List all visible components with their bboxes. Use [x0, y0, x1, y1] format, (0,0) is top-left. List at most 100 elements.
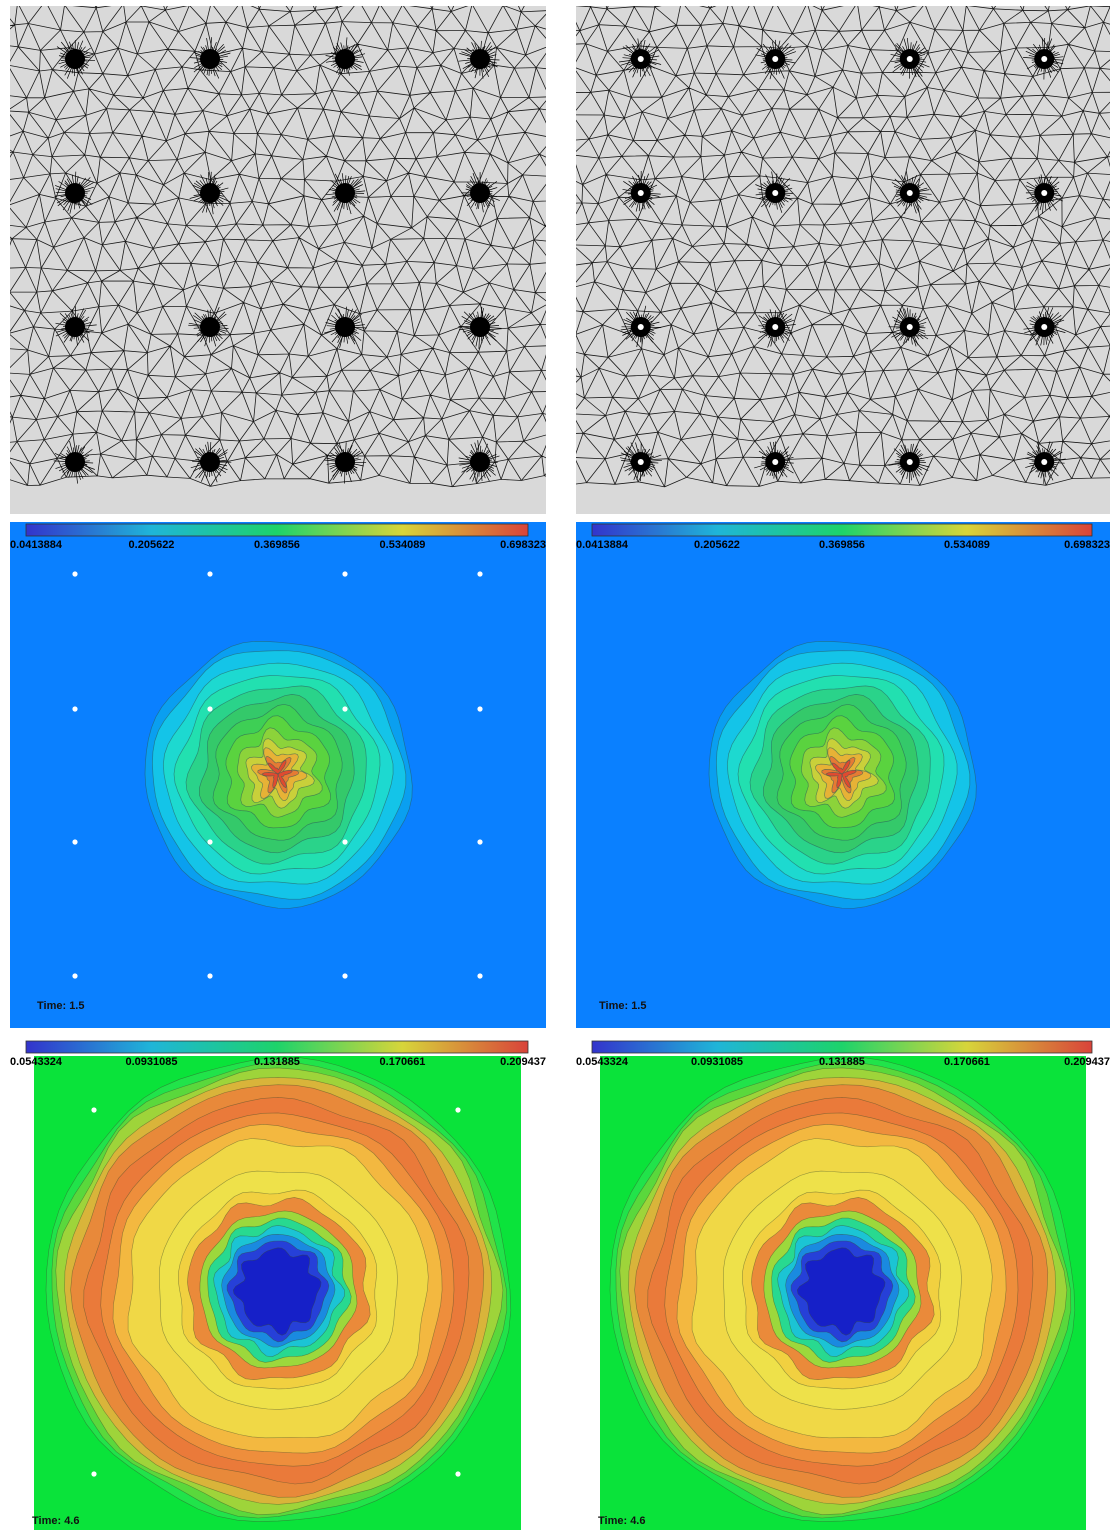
obstacle-refinement [622, 170, 661, 212]
obstacle-dot [477, 973, 483, 979]
obstacle-refinement [190, 37, 231, 79]
obstacle-dot [477, 571, 483, 577]
mesh-panel-right [576, 6, 1110, 514]
contour-field [45, 1056, 512, 1522]
time-label: Time: 1.5 [599, 1000, 647, 1012]
colorbar-gradient [25, 1040, 529, 1054]
colorbar: 0.0543324 0.0931085 0.131885 0.170661 0.2094… [10, 1040, 546, 1068]
obstacle-dot [72, 571, 78, 577]
colorbar-tick-label: 0.698323 [1064, 539, 1110, 551]
contour-field [708, 640, 977, 909]
colorbar-tick-label: 0.534089 [944, 539, 990, 551]
obstacle-dot [342, 839, 348, 845]
colorbar-tick-label: 0.131885 [819, 1056, 865, 1068]
colorbar-tick-label: 0.205622 [129, 539, 175, 551]
contour-band [261, 759, 293, 789]
obstacle-refinement [888, 443, 930, 484]
obstacle-refinement [755, 39, 797, 80]
obstacle-refinement [1025, 174, 1063, 214]
obstacle-refinement [1023, 37, 1064, 80]
contour-band [796, 1247, 886, 1336]
colorbar-tick-label: 0.205622 [694, 539, 740, 551]
colorbar-tick-label: 0.0543324 [10, 1056, 63, 1068]
obstacle-refinement [324, 306, 367, 348]
obstacle-refinement [620, 305, 662, 348]
colorbar-gradient [591, 1040, 1093, 1054]
obstacle-dot [455, 1107, 461, 1113]
colorbar-tick-label: 0.170661 [944, 1056, 990, 1068]
obstacle-refinement [754, 441, 794, 481]
obstacle-dot [342, 706, 348, 712]
obstacle-markers [72, 571, 483, 979]
colorbar-tick-label: 0.0413884 [10, 539, 63, 551]
colorbar-tick-label: 0.209437 [500, 1056, 546, 1068]
colorbar-tick-label: 0.0413884 [576, 539, 629, 551]
colorbar-tick-label: 0.131885 [254, 1056, 300, 1068]
obstacle-refinement [758, 309, 796, 348]
time-label: Time: 1.5 [37, 1000, 85, 1012]
obstacle-refinement [890, 37, 930, 79]
colorbar-tick-label: 0.369856 [254, 539, 300, 551]
obstacle-refinement [755, 171, 793, 213]
obstacle-dot [207, 571, 213, 577]
obstacle-markers [91, 1107, 461, 1477]
obstacle-refinement [888, 307, 929, 347]
field-panel-t1-right: 0.0413884 0.205622 0.369856 0.534089 0.69832… [576, 522, 1110, 1028]
obstacle-refinement [458, 40, 500, 79]
mesh-background [576, 6, 1110, 514]
colorbar-gradient [591, 523, 1093, 537]
obstacle-dot [207, 973, 213, 979]
field-panel-t2-left: 0.0543324 0.0931085 0.131885 0.170661 0.2094… [10, 1038, 546, 1530]
obstacle-refinement [54, 171, 94, 214]
obstacle-refinement [56, 40, 96, 79]
obstacle-dot [72, 973, 78, 979]
obstacle-dot [91, 1471, 97, 1477]
obstacle-dot [477, 706, 483, 712]
colorbar-tick-label: 0.0931085 [691, 1056, 743, 1068]
mesh-plot [576, 6, 1110, 514]
colorbar-tick-label: 0.209437 [1064, 1056, 1110, 1068]
colorbar: 0.0543324 0.0931085 0.131885 0.170661 0.2094… [576, 1040, 1110, 1068]
obstacle-refinement [189, 171, 231, 215]
obstacle-refinement [1025, 441, 1066, 484]
colorbar-gradient [25, 523, 529, 537]
obstacle-refinement [324, 442, 367, 484]
obstacle-dot [72, 839, 78, 845]
contour-band [232, 1247, 322, 1336]
obstacle-refinement [891, 171, 932, 214]
colorbar-tick-label: 0.0543324 [576, 1056, 629, 1068]
time-label: Time: 4.6 [32, 1515, 80, 1527]
obstacle-dot [91, 1107, 97, 1113]
obstacle-dot [455, 1471, 461, 1477]
obstacle-refinement [618, 38, 662, 78]
field-panel-t2-right: 0.0543324 0.0931085 0.131885 0.170661 0.2094… [576, 1038, 1110, 1530]
obstacle-refinement [53, 440, 95, 484]
mesh-edges [10, 6, 546, 488]
field-panel-t1-left: 0.0413884 0.205622 0.369856 0.534089 0.69832… [10, 522, 546, 1028]
colorbar-tick-label: 0.698323 [500, 539, 546, 551]
time-label: Time: 4.6 [598, 1515, 646, 1527]
obstacle-dot [342, 973, 348, 979]
obstacle-refinement [620, 442, 662, 482]
obstacle-dot [342, 571, 348, 577]
colorbar: 0.0413884 0.205622 0.369856 0.534089 0.69832… [576, 523, 1110, 551]
obstacle-dot [207, 839, 213, 845]
obstacle-refinement [458, 440, 500, 482]
obstacle-refinement [325, 37, 366, 76]
obstacle-refinement [188, 307, 229, 347]
obstacle-dot [477, 839, 483, 845]
obstacle-refinement [458, 306, 502, 349]
obstacle-dot [72, 706, 78, 712]
obstacle-refinement [1023, 307, 1066, 346]
colorbar-tick-label: 0.369856 [819, 539, 865, 551]
colorbar: 0.0413884 0.205622 0.369856 0.534089 0.69832… [10, 523, 546, 551]
contour-field [609, 1056, 1076, 1522]
contour-band [825, 759, 857, 789]
colorbar-tick-label: 0.0931085 [126, 1056, 178, 1068]
colorbar-tick-label: 0.534089 [380, 539, 426, 551]
obstacle-refinement [190, 441, 232, 483]
mesh-panel-left [10, 6, 546, 514]
obstacle-refinement [55, 306, 97, 346]
obstacle-refinement [326, 173, 366, 215]
obstacle-refinement [461, 172, 500, 213]
